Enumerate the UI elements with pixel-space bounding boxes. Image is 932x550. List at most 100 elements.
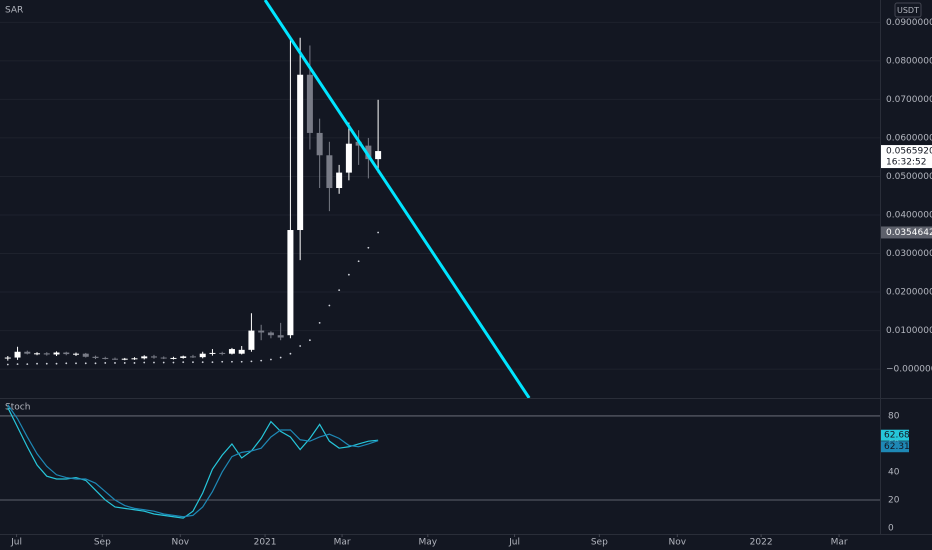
candle-body — [82, 353, 89, 357]
sar-dot — [250, 360, 253, 363]
y-tick-label: 0 — [888, 523, 894, 533]
x-tick-label: 2021 — [254, 538, 277, 548]
candle-body — [355, 141, 362, 146]
sar-last-label: 0.0354642 — [886, 228, 932, 238]
stoch-pane — [0, 404, 880, 519]
x-tick-label: Mar — [334, 538, 351, 548]
y-tick-label: 0.0600000 — [886, 133, 932, 143]
sar-dot — [55, 362, 58, 365]
stoch-last-label: 62.31 — [884, 442, 910, 452]
currency-box[interactable] — [894, 2, 922, 18]
sar-dot — [123, 362, 126, 364]
sar-dot — [231, 360, 233, 363]
candle-body — [199, 353, 206, 358]
currency: USDT — [897, 6, 919, 15]
candle-body — [141, 356, 148, 359]
candle-body — [180, 356, 187, 358]
candle-body — [73, 353, 80, 355]
sar-dot — [201, 361, 204, 364]
candle-body — [34, 353, 41, 355]
sar-dot — [221, 360, 224, 363]
y-tick-label: 0.0700000 — [886, 95, 932, 105]
candle-body — [248, 330, 255, 350]
sar-dot — [377, 231, 380, 234]
sar-dot — [270, 358, 272, 361]
sar-dot — [367, 246, 370, 249]
sar-dot — [94, 362, 97, 365]
last-price-box — [881, 145, 932, 169]
candle-body — [365, 145, 372, 160]
stoch-last-box — [881, 429, 909, 441]
sar-dot — [162, 361, 165, 364]
x-tick-label: Sep — [591, 538, 608, 548]
sar-dot — [84, 362, 87, 365]
x-tick-label: Nov — [669, 538, 687, 548]
stoch-line — [7, 404, 379, 518]
candle-body — [24, 351, 31, 354]
candle-body — [43, 353, 50, 355]
last-price-label: 0.0565920 — [886, 147, 932, 157]
sar-dot — [182, 361, 185, 364]
candle-body — [170, 357, 177, 359]
candle-body — [326, 155, 333, 189]
x-tick-label: Nov — [171, 538, 189, 548]
sar-dot — [143, 361, 146, 364]
x-tick-label: Jul — [508, 538, 520, 548]
stoch-title: Stoch — [5, 403, 30, 413]
price-pane — [0, 0, 880, 398]
sar-dot — [347, 273, 350, 276]
candle-body — [287, 230, 294, 336]
candle-body — [150, 356, 157, 358]
stoch-last-label: 62.68 — [884, 431, 910, 441]
sar-dot — [65, 362, 68, 365]
sar-dot — [299, 345, 302, 347]
sar-dot — [75, 362, 77, 365]
sar-dot — [114, 362, 116, 364]
x-tick-label: 2022 — [750, 538, 773, 548]
sar-dot — [357, 260, 360, 263]
sar-dot — [104, 362, 107, 364]
candle-body — [121, 358, 128, 360]
y-tick-label: 40 — [888, 467, 900, 477]
y-tick-label: 0.0900000 — [886, 18, 932, 28]
y-tick-label: −0.0000000 — [886, 365, 932, 375]
trendline — [263, 0, 531, 398]
candle-body — [92, 356, 99, 358]
x-tick-label: Jul — [10, 538, 22, 548]
x-tick-label: Sep — [94, 538, 111, 548]
countdown: 16:32:52 — [886, 158, 926, 168]
sar-dot — [318, 321, 321, 324]
sar-dot — [211, 361, 214, 364]
sar-dot — [133, 362, 136, 364]
sar-dot — [16, 363, 19, 365]
candle-body — [316, 132, 323, 156]
candle-body — [306, 74, 313, 133]
candle-body — [238, 349, 245, 354]
sar-dot — [192, 361, 194, 364]
candle-body — [14, 351, 21, 358]
sar-dot — [26, 363, 29, 365]
y-tick-label: 80 — [888, 411, 900, 421]
candle-body — [267, 332, 274, 336]
candle-body — [345, 143, 352, 173]
y-tick-label: 0.0400000 — [886, 210, 932, 220]
candle-body — [111, 358, 118, 360]
y-tick-label: 0.0800000 — [886, 56, 932, 66]
candle-body — [63, 352, 70, 355]
candle-body — [160, 357, 167, 359]
sar-dot — [328, 304, 331, 307]
candle-body — [297, 74, 304, 231]
sar-dot — [338, 289, 341, 292]
candle-body — [258, 330, 265, 333]
x-tick-label: May — [419, 538, 438, 548]
candle-body — [336, 172, 343, 189]
candle-body — [102, 357, 109, 359]
candle-body — [277, 335, 284, 338]
sar-dot — [289, 352, 292, 355]
candle-body — [131, 358, 138, 360]
y-tick-label: 0.0500000 — [886, 172, 932, 182]
sar-last-box — [881, 226, 932, 239]
